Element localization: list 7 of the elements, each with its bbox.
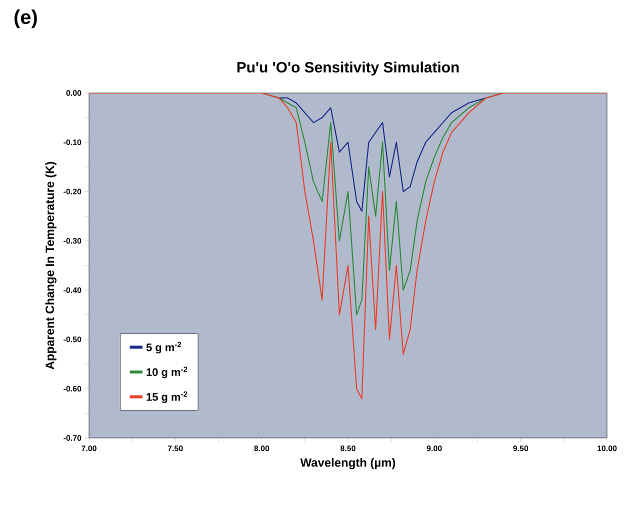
x-axis-title: Wavelength (µm) bbox=[300, 458, 396, 470]
text: (e) bbox=[14, 10, 37, 28]
y-axis-title: Apparent Change In Temperature (K) bbox=[45, 162, 56, 370]
legend-label: 10 g m$^{-2}$ bbox=[146, 366, 188, 378]
chart-title: Pu'u 'O'o Sensitivity Simulation bbox=[237, 62, 459, 76]
legend-label: 5 g m$^{-2}$ bbox=[146, 342, 182, 354]
legend-label: 15 g m$^{-2}$ bbox=[146, 391, 188, 404]
